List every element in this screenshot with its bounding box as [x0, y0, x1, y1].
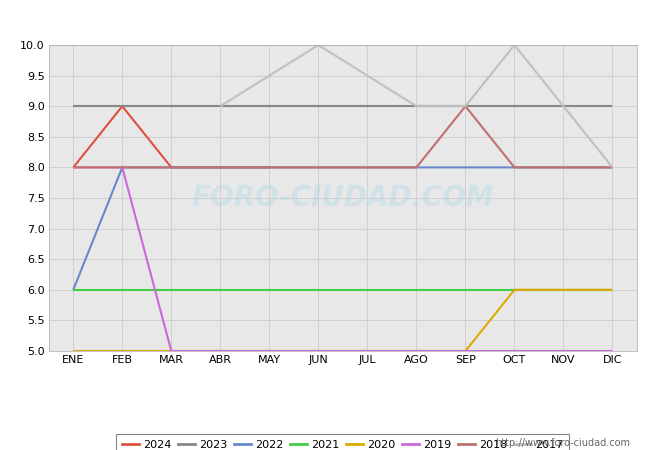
Text: Afiliados en Bularros a 31/5/2024: Afiliados en Bularros a 31/5/2024 — [175, 11, 475, 29]
Legend: 2024, 2023, 2022, 2021, 2020, 2019, 2018, 2017: 2024, 2023, 2022, 2021, 2020, 2019, 2018… — [116, 435, 569, 450]
Text: FORO-CIUDAD.COM: FORO-CIUDAD.COM — [192, 184, 494, 212]
Text: http://www.foro-ciudad.com: http://www.foro-ciudad.com — [495, 438, 630, 448]
